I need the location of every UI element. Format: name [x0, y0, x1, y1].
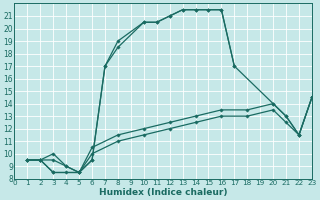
- X-axis label: Humidex (Indice chaleur): Humidex (Indice chaleur): [99, 188, 228, 197]
